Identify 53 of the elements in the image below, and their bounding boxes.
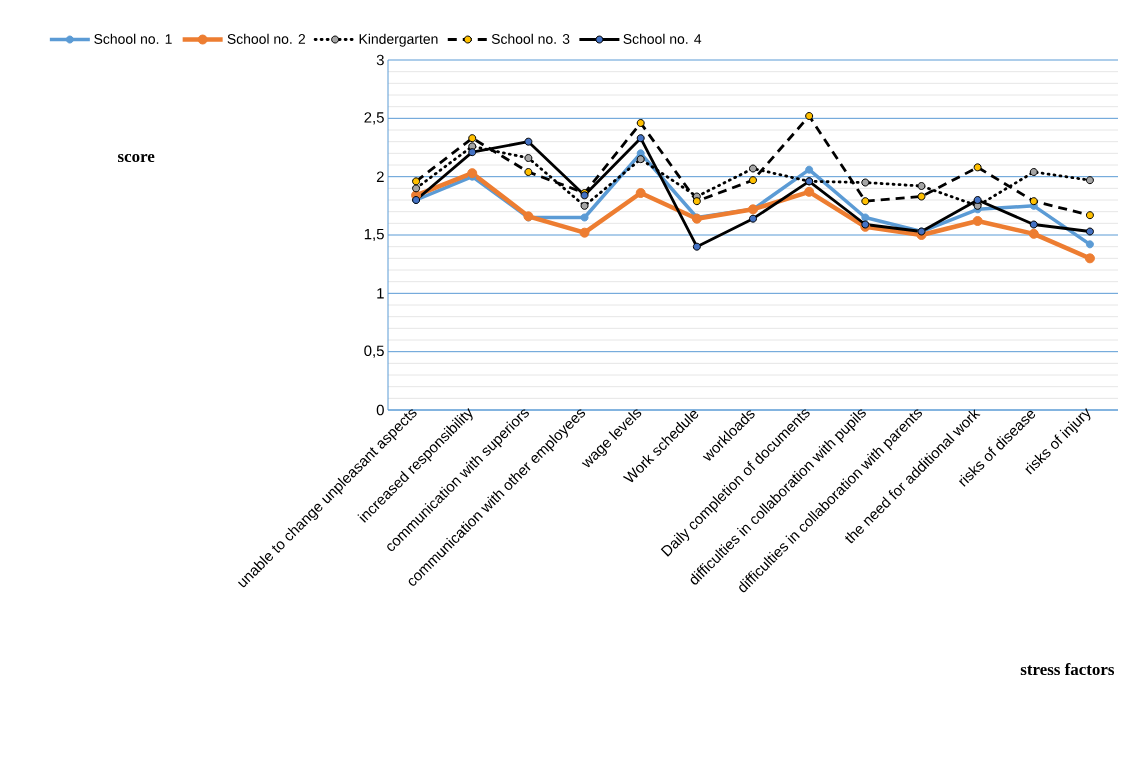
point <box>917 182 926 191</box>
point <box>1029 220 1038 229</box>
point <box>749 214 757 223</box>
point <box>805 165 814 174</box>
point <box>917 192 926 201</box>
point <box>861 197 870 206</box>
y-axis-title: score <box>118 153 155 163</box>
point <box>692 242 701 251</box>
point <box>692 197 701 206</box>
x-axis-title: stress factors <box>1020 662 1115 676</box>
point <box>861 178 870 187</box>
point <box>1028 228 1039 239</box>
point <box>580 213 589 222</box>
point <box>524 137 533 146</box>
point <box>1085 227 1094 236</box>
point <box>1085 176 1094 185</box>
point <box>749 164 757 173</box>
point <box>973 196 982 205</box>
point <box>635 188 646 199</box>
point <box>468 134 477 143</box>
point <box>805 112 814 121</box>
point <box>636 134 645 143</box>
point <box>749 176 757 185</box>
legend-label: School no. 3 <box>491 33 570 44</box>
point <box>972 216 983 227</box>
y-tick-label: 0,5 <box>364 345 384 358</box>
y-tick-label: 2 <box>376 171 384 182</box>
point <box>1085 211 1094 220</box>
legend-label: School no. 2 <box>227 33 306 44</box>
y-tick-label: 3 <box>376 54 384 66</box>
point <box>579 227 590 238</box>
y-tick-label: 1 <box>377 288 384 299</box>
point <box>467 168 478 179</box>
point <box>468 148 477 157</box>
point <box>636 119 645 128</box>
point <box>524 168 533 177</box>
point <box>804 186 815 197</box>
y-tick-label: 1,5 <box>364 228 384 242</box>
point <box>412 177 421 186</box>
point <box>412 184 421 193</box>
point <box>580 201 589 210</box>
legend-label: School no. 4 <box>623 33 702 44</box>
legend-label: Kindergarten <box>359 33 438 47</box>
y-tick-label: 2,5 <box>364 112 384 125</box>
point <box>524 154 533 163</box>
point <box>973 163 982 172</box>
point <box>1085 240 1094 249</box>
point <box>1084 253 1095 264</box>
point <box>1029 197 1038 206</box>
legend-label: School no. 1 <box>94 33 172 44</box>
point <box>861 213 870 222</box>
point <box>636 155 645 164</box>
point <box>1029 168 1038 177</box>
